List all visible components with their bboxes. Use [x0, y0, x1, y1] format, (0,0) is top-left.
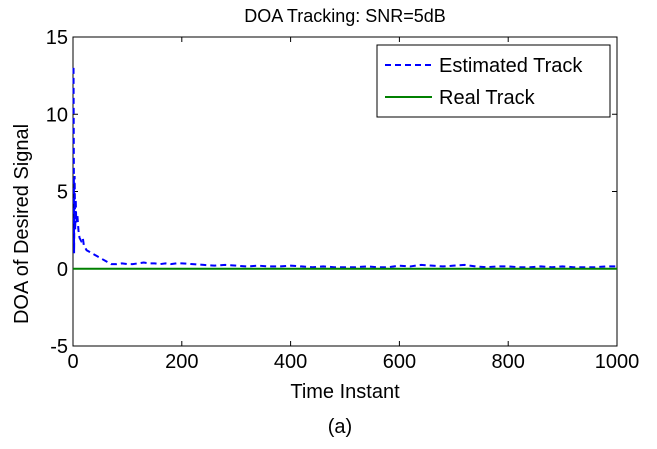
legend-box	[376, 44, 611, 118]
legend-label-estimated-track: Estimated Track	[439, 55, 583, 77]
x-tick-label: 0	[67, 351, 78, 373]
series-line-estimated-track	[72, 67, 617, 269]
legend: Estimated Track Real Track	[376, 44, 611, 118]
y-tick-label: 0	[57, 259, 68, 281]
y-axis-label: DOA of Desired Signal	[11, 124, 33, 324]
legend-label-real-track: Real Track	[439, 87, 536, 109]
x-axis-label: Time Instant	[290, 381, 400, 403]
x-tick-label: 1000	[595, 351, 640, 373]
x-tick-label: 600	[383, 351, 416, 373]
x-tick-label: 400	[274, 351, 307, 373]
series-layer	[72, 67, 617, 270]
chart-title: DOA Tracking: SNR=5dB	[244, 6, 446, 26]
x-tick-label: 200	[165, 351, 198, 373]
y-tick-label: 5	[57, 182, 68, 204]
x-tick-label: 800	[492, 351, 525, 373]
figure-caption: (a)	[328, 416, 352, 438]
y-tick-label: 15	[46, 27, 68, 49]
axis-ticks	[72, 36, 618, 347]
y-tick-label: -5	[50, 336, 68, 358]
y-tick-label: 10	[46, 104, 68, 126]
